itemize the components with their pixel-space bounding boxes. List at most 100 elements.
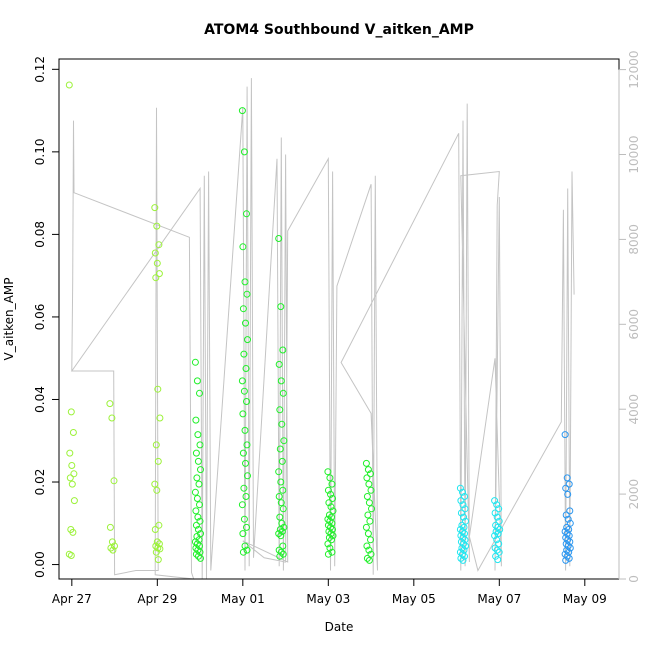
data-point <box>192 550 200 558</box>
data-point <box>243 210 250 218</box>
data-point <box>368 505 375 513</box>
plot-area <box>58 58 620 580</box>
y-tick-label: 0.10 <box>33 138 47 165</box>
data-point <box>153 259 161 267</box>
data-point <box>193 495 201 502</box>
data-point <box>492 528 500 535</box>
data-point <box>276 445 284 453</box>
data-point <box>277 303 285 311</box>
data-point <box>278 457 286 465</box>
data-point <box>495 540 503 548</box>
x-tick-label: May 01 <box>221 592 265 606</box>
data-point <box>329 507 337 515</box>
data-point <box>495 548 503 556</box>
y2-tick-label: 12000 <box>627 51 641 89</box>
data-point <box>496 526 504 533</box>
data-point <box>108 414 116 422</box>
data-point <box>462 517 469 525</box>
data-point <box>493 546 501 554</box>
data-point <box>278 420 286 428</box>
data-point <box>195 480 203 488</box>
y-tick-label: 0.00 <box>33 551 47 578</box>
data-point <box>197 554 204 562</box>
y2-tick-label: 4000 <box>627 394 641 425</box>
data-point <box>278 528 286 535</box>
data-point <box>495 505 503 513</box>
data-point <box>153 486 161 494</box>
data-point <box>155 270 163 278</box>
data-point <box>68 462 76 469</box>
data-point <box>325 499 333 507</box>
y-axis: 0.00 0.02 0.04 0.06 0.08 0.10 0.12 <box>33 56 60 578</box>
data-point <box>191 358 199 366</box>
data-point <box>279 486 287 494</box>
y-axis-label: V_aitken_AMP <box>2 278 16 361</box>
data-point <box>365 480 373 488</box>
data-point <box>493 501 501 509</box>
data-point <box>277 499 285 507</box>
data-point <box>457 554 465 562</box>
data-point <box>328 548 336 556</box>
data-point <box>238 107 246 115</box>
y-tick-label: 0.02 <box>33 469 47 496</box>
data-point <box>491 509 499 517</box>
data-point <box>70 497 78 505</box>
data-point <box>363 493 371 500</box>
data-point <box>242 459 249 467</box>
data-point <box>68 480 76 488</box>
data-point <box>110 477 118 485</box>
data-point <box>239 530 247 538</box>
y2-tick-label: 6000 <box>627 309 641 340</box>
data-point <box>566 544 574 552</box>
data-point <box>324 550 332 558</box>
data-point <box>154 457 162 465</box>
data-point <box>65 81 73 89</box>
data-point <box>192 521 200 529</box>
x-tick-label: May 05 <box>392 592 436 606</box>
data-point <box>151 249 159 257</box>
data-point <box>327 490 334 498</box>
data-point <box>280 523 288 531</box>
data-point <box>279 346 287 354</box>
data-point <box>363 474 371 482</box>
data-point <box>193 474 201 482</box>
data-point <box>562 556 570 564</box>
data-point <box>239 548 247 556</box>
data-point <box>364 466 372 474</box>
data-point <box>242 319 249 327</box>
data-point <box>275 468 283 476</box>
x-tick-label: Apr 29 <box>137 592 177 606</box>
data-point <box>280 437 288 445</box>
data-point <box>191 488 199 496</box>
data-point <box>491 532 499 540</box>
x-tick-label: Apr 27 <box>52 592 92 606</box>
data-point <box>328 480 336 488</box>
data-point <box>238 501 246 509</box>
data-point <box>459 488 466 496</box>
data-point <box>153 222 161 230</box>
y2-tick-label: 8000 <box>627 224 641 255</box>
data-point <box>238 377 246 385</box>
data-point <box>155 241 163 249</box>
data-point <box>242 365 250 372</box>
y2-tick-label: 2000 <box>627 479 641 510</box>
data-point <box>194 552 202 560</box>
data-point <box>279 389 287 397</box>
data-point <box>363 554 371 562</box>
data-point <box>279 550 287 558</box>
data-point <box>564 490 572 498</box>
data-point <box>241 278 249 286</box>
y2-axis: 0 2000 4000 6000 8000 10000 12000 <box>618 51 641 583</box>
data-point <box>240 148 248 156</box>
data-point <box>192 416 200 424</box>
data-point <box>243 523 250 531</box>
data-point <box>279 505 287 513</box>
data-point <box>275 530 283 538</box>
data-point <box>461 552 468 560</box>
data-point <box>491 544 499 552</box>
x-tick-label: May 09 <box>563 592 607 606</box>
data-point <box>196 517 204 525</box>
data-point <box>565 554 573 562</box>
data-point <box>367 536 374 544</box>
